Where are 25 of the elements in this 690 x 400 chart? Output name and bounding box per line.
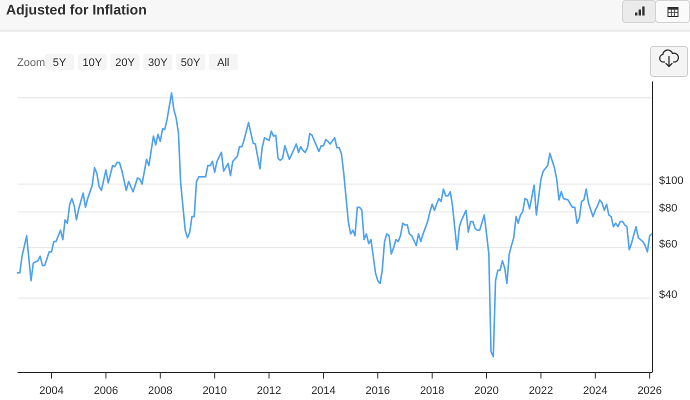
x-tick-label: 2006 [94,385,118,397]
chart-title: Adjusted for Inflation [6,2,147,18]
line-series [16,92,653,358]
x-tick-label: 2026 [637,385,662,397]
y-tick-label: $100 [659,174,684,187]
x-tick-label: 2024 [583,385,608,397]
range-button: 20Y [110,54,140,70]
x-tick-label: 2010 [202,385,227,397]
range-button: All [208,54,238,70]
y-tick-label: $60 [659,238,678,251]
x-tick-label: 2022 [528,385,554,397]
x-tick-label: 2004 [39,385,64,397]
range-button: 30Y [143,54,172,70]
text: Zoom [17,57,46,69]
x-tick-label: 2020 [474,385,499,397]
y-tick-label: $40 [659,289,678,302]
range-button: 10Y [78,54,107,70]
x-tick-label: 2016 [366,385,390,397]
range-button: 5Y [45,54,74,70]
x-tick-label: 2012 [256,385,282,397]
x-tick-label: 2018 [420,385,444,397]
range-button: 50Y [176,54,205,70]
y-tick-label: $80 [659,202,678,215]
x-tick-label: 2008 [148,385,173,397]
x-tick-label: 2014 [311,385,336,397]
